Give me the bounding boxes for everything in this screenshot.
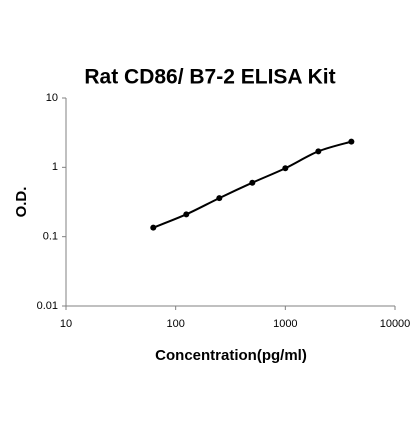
x-axis-label: Concentration(pg/ml) [155, 347, 307, 364]
data-point [249, 179, 256, 186]
data-point [183, 211, 190, 218]
y-tick-label: 10 [46, 92, 58, 104]
chart-title: Rat CD86/ B7-2 ELISA Kit [84, 66, 335, 89]
data-point [315, 148, 322, 155]
y-tick-label: 1 [52, 161, 58, 173]
y-tick-label: 0.1 [43, 231, 58, 243]
data-point [216, 195, 223, 202]
y-axis-label: O.D. [13, 187, 30, 218]
data-point [150, 224, 157, 231]
x-tick-label: 100 [166, 318, 184, 330]
x-tick-label: 10000 [380, 318, 411, 330]
data-point [282, 165, 289, 172]
x-tick-label: 1000 [273, 318, 297, 330]
data-point [348, 138, 355, 145]
y-tick-label: 0.01 [37, 300, 58, 312]
x-tick-label: 10 [60, 318, 72, 330]
